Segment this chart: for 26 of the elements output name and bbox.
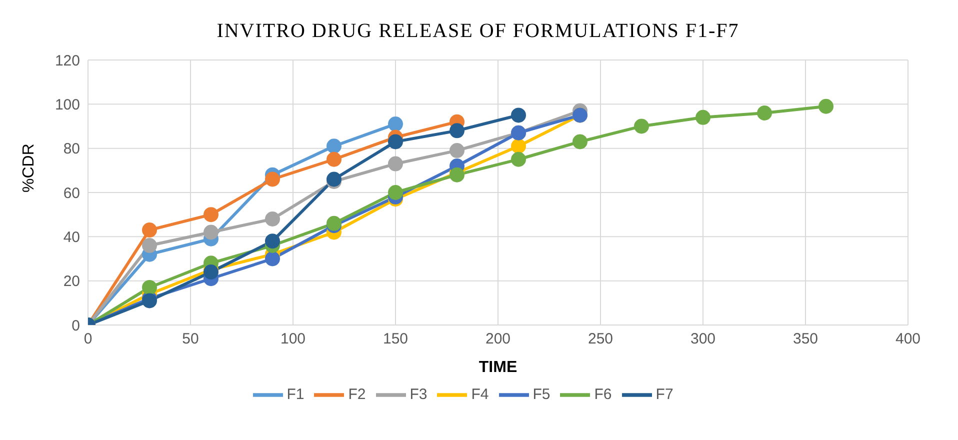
x-tick-label: 350: [792, 330, 818, 348]
y-axis-title: %CDR: [20, 144, 38, 192]
y-tick-label: 100: [54, 96, 80, 114]
legend-label: F2: [348, 386, 366, 403]
legend-label: F3: [410, 386, 428, 403]
x-tick-label: 250: [588, 330, 614, 348]
x-axis-title: TIME: [478, 359, 518, 376]
y-tick-label: 60: [63, 184, 80, 202]
legend-label: F4: [471, 386, 489, 403]
x-tick-label: 300: [690, 330, 716, 348]
legend-label: F7: [656, 386, 674, 403]
y-tick-label: 80: [63, 140, 80, 158]
y-tick-label: 0: [72, 317, 80, 334]
x-tick-label: 200: [485, 330, 511, 348]
y-tick-label: 20: [63, 273, 80, 290]
legend-label: F5: [532, 386, 550, 403]
x-tick-label: 150: [382, 330, 408, 348]
chart-title: INVITRO DRUG RELEASE OF FORMULATIONS F1-F7: [216, 20, 740, 44]
legend-label: F6: [594, 386, 612, 403]
y-tick-label: 40: [63, 228, 80, 246]
x-tick-label: 400: [895, 330, 921, 348]
x-tick-label: 0: [84, 330, 92, 348]
x-tick-label: 50: [182, 330, 199, 348]
x-tick-label: 100: [280, 330, 306, 348]
legend-label: F1: [286, 386, 304, 403]
y-tick-label: 120: [54, 52, 80, 70]
